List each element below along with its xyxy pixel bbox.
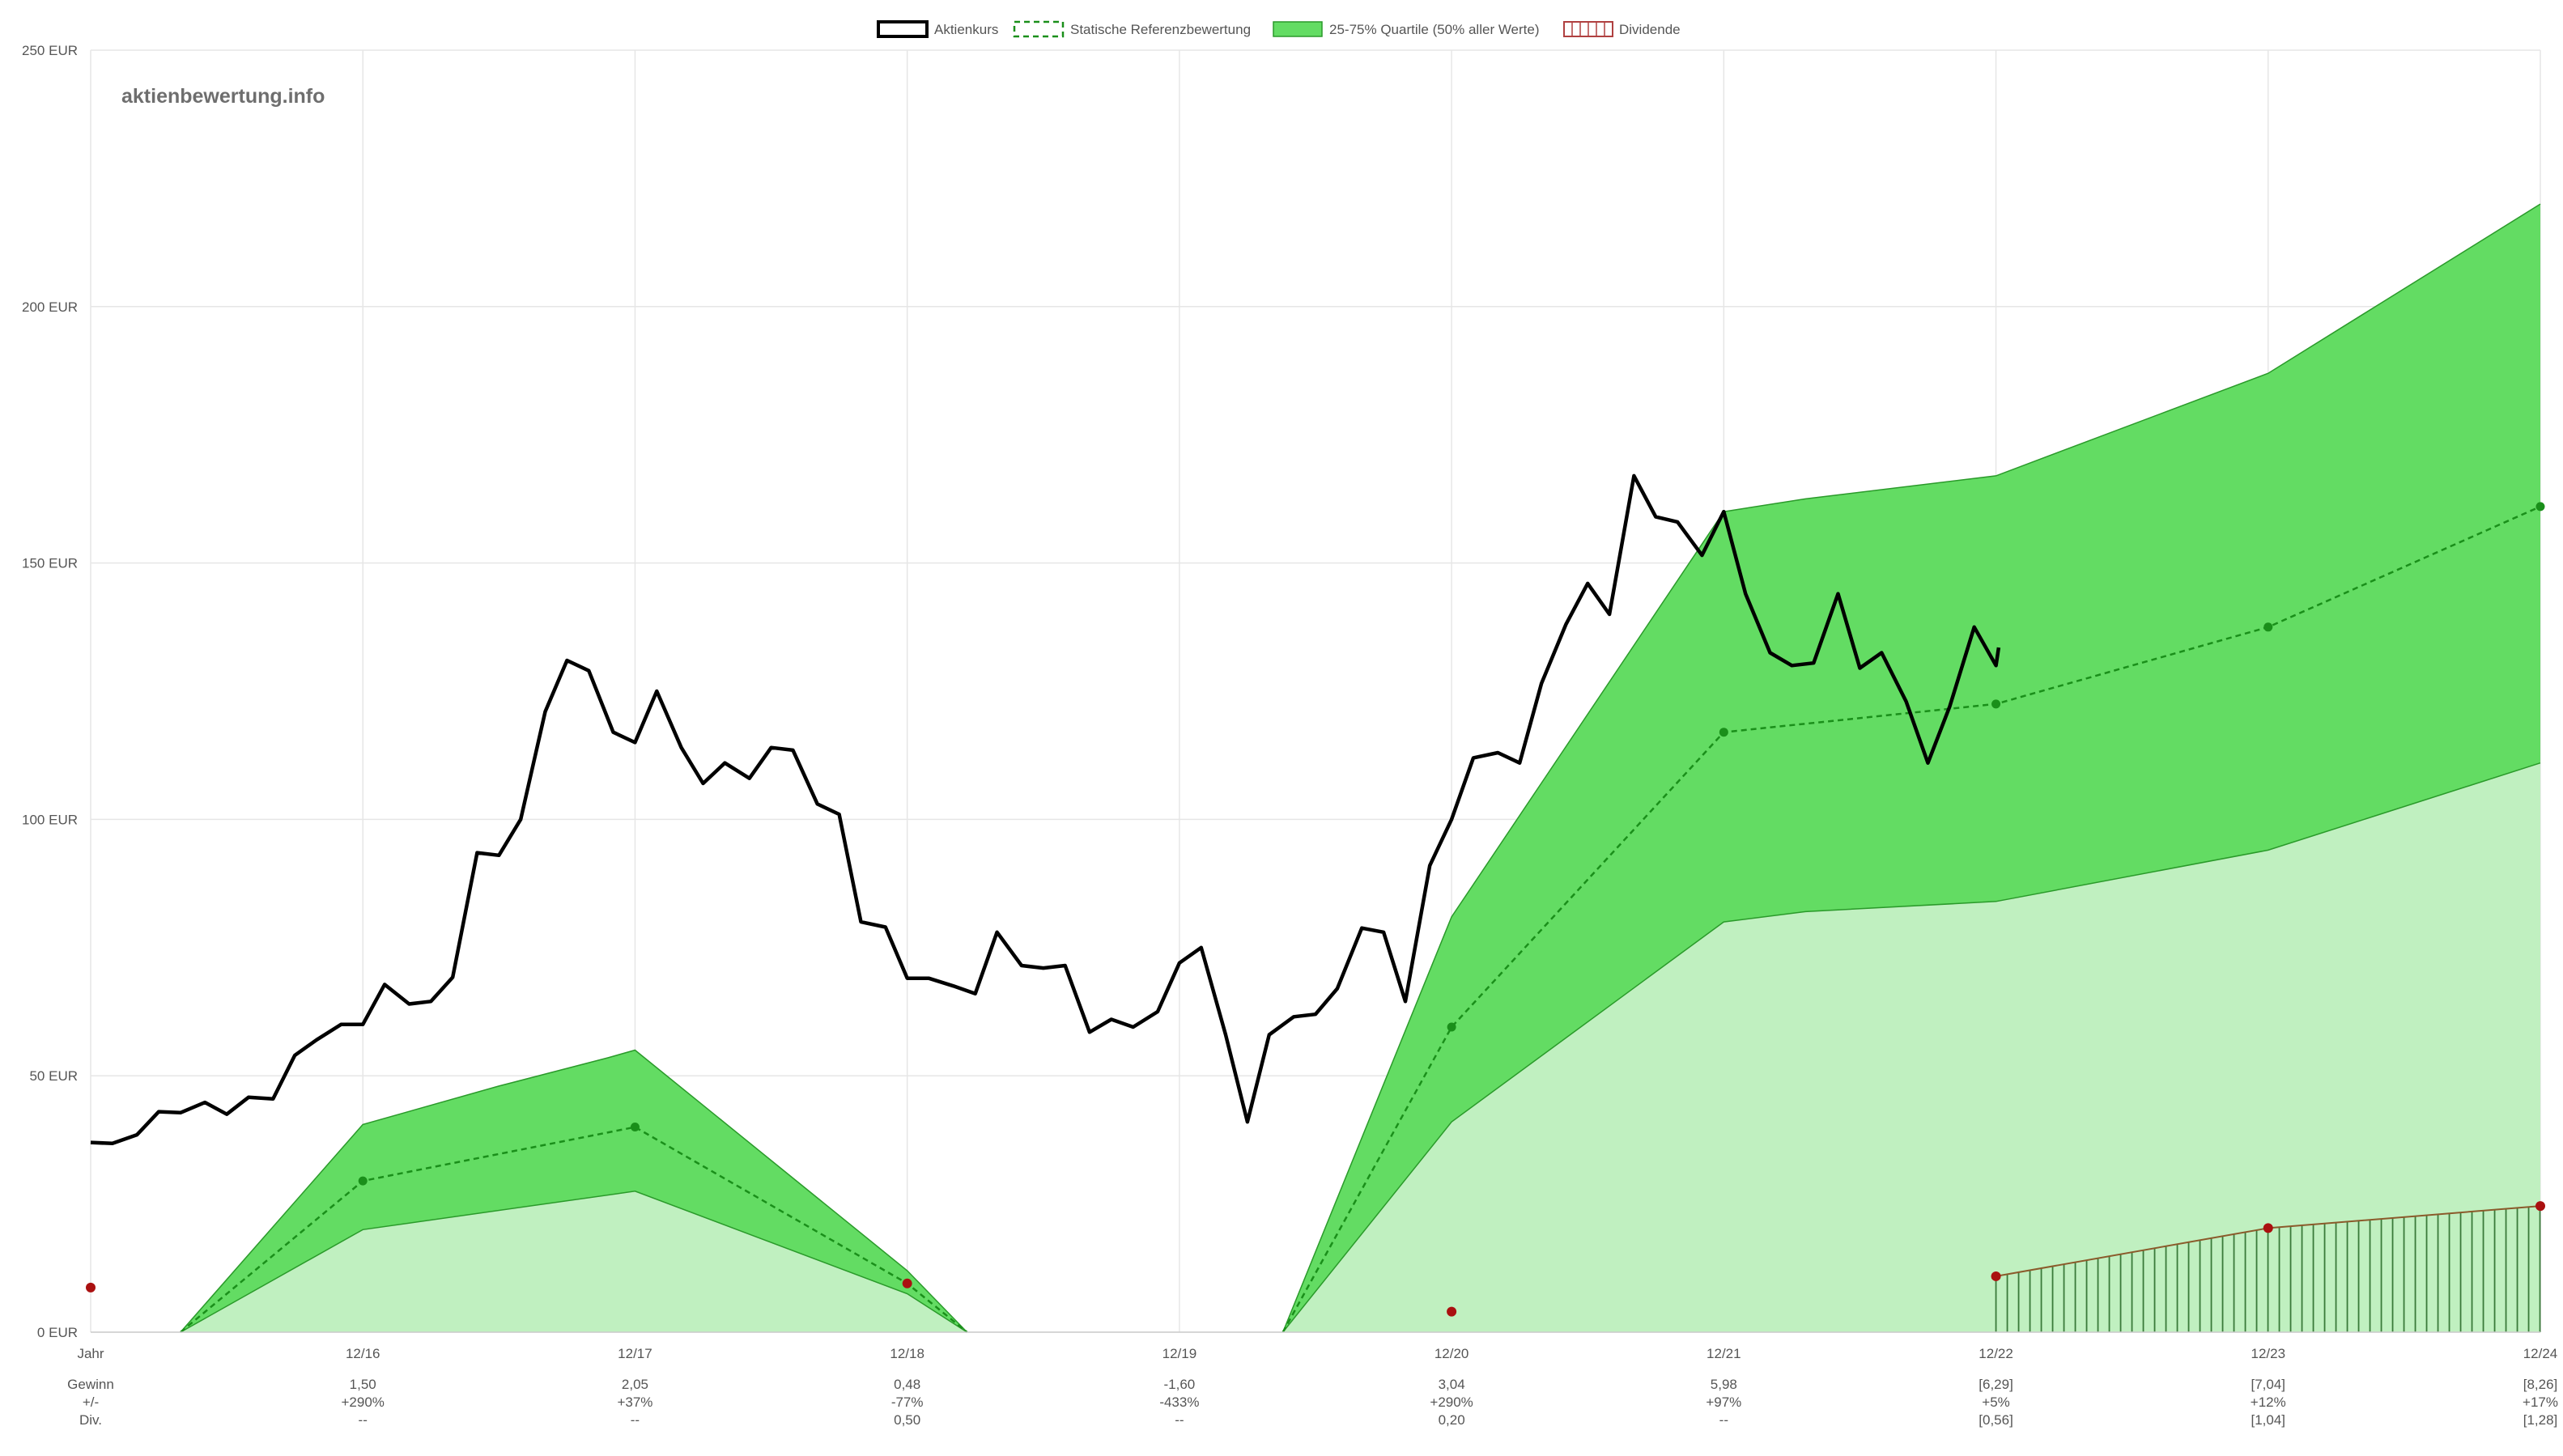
x-tick-label: 12/22 (1979, 1346, 2013, 1361)
dividend-series (86, 1201, 2545, 1317)
y-tick-label: 200 EUR (22, 299, 78, 315)
table-cell: -1,60 (1164, 1377, 1196, 1392)
table-cell: -- (1175, 1412, 1184, 1428)
lower-quartile-area (1282, 762, 2540, 1332)
earnings-table: Gewinn +/- Div. 1,50 +290% -- 2,05 +37% -- 0,48 -7… (67, 1377, 2558, 1428)
x-tick-label: 12/24 (2523, 1346, 2558, 1361)
y-tick-label: 50 EUR (29, 1068, 78, 1084)
table-cell: +97% (1706, 1394, 1741, 1410)
legend-label: Statische Referenzbewertung (1070, 22, 1251, 37)
price-line (90, 473, 2001, 1146)
table-cell: [7,04] (2251, 1377, 2286, 1392)
x-tick-label: 12/23 (2251, 1346, 2286, 1361)
reference-point (1447, 1022, 1456, 1032)
dividend-point (2535, 1201, 2545, 1212)
legend-swatch-quartile (1273, 21, 1323, 37)
table-cell: 0,48 (894, 1377, 920, 1392)
y-tick-label: 100 EUR (22, 812, 78, 827)
reference-point (2535, 502, 2545, 512)
x-tick-label: 12/18 (890, 1346, 924, 1361)
table-cell: [8,26] (2523, 1377, 2558, 1392)
legend-swatch-price (877, 20, 929, 38)
reference-line (1282, 505, 2541, 1333)
table-cell: +17% (2523, 1394, 2558, 1410)
table-cell: +290% (342, 1394, 385, 1410)
legend-label: Aktienkurs (934, 22, 998, 37)
reference-point (630, 1123, 640, 1132)
table-cell: +12% (2251, 1394, 2286, 1410)
table-cell: 3,04 (1439, 1377, 1465, 1392)
lower-quartile-line (180, 1191, 968, 1333)
x-tick-label: 12/21 (1707, 1346, 1741, 1361)
table-cell: -433% (1159, 1394, 1199, 1410)
table-cell: [1,04] (2251, 1412, 2286, 1428)
table-cell: -- (631, 1412, 640, 1428)
lower-quartile-line (1282, 762, 2541, 1333)
table-cell: +290% (1430, 1394, 1473, 1410)
legend-item[interactable]: Aktienkurs (877, 20, 998, 38)
reference-point (1991, 699, 2001, 709)
lower-quartile-area (181, 1191, 967, 1332)
legend-item[interactable]: Dividende (1563, 21, 1681, 37)
reference-point (1719, 728, 1728, 737)
x-tick-label: Jahr (77, 1346, 104, 1361)
table-cell: 2,05 (622, 1377, 648, 1392)
reference-point (2263, 622, 2273, 632)
x-tick-label: 12/17 (618, 1346, 652, 1361)
upper-quartile-line (1282, 203, 2541, 1333)
watermark-text: aktienbewertung.info (121, 85, 325, 108)
table-cell: 0,50 (894, 1412, 920, 1428)
table-cell: [1,28] (2523, 1412, 2558, 1428)
table-cell: 5,98 (1711, 1377, 1737, 1392)
table-cell: +5% (1982, 1394, 2010, 1410)
quartile-bands (180, 203, 2541, 1333)
legend-item[interactable]: 25-75% Quartile (50% aller Werte) (1273, 21, 1540, 37)
table-cell: +37% (617, 1394, 652, 1410)
upper-quartile-area (1282, 204, 2540, 1333)
axes: 0 EUR 50 EUR 100 EUR 150 EUR 200 EUR 250 EUR J… (22, 43, 2557, 1361)
table-row-label: +/- (83, 1394, 99, 1410)
legend-item[interactable]: Statische Referenzbewertung (1013, 20, 1251, 38)
dividend-point (86, 1282, 96, 1293)
x-tick-label: 12/16 (346, 1346, 380, 1361)
legend-label: 25-75% Quartile (50% aller Werte) (1329, 22, 1540, 37)
reference-point (358, 1176, 368, 1186)
legend-label: Dividende (1619, 22, 1681, 37)
y-tick-label: 250 EUR (22, 43, 78, 58)
table-cell: [0,56] (1979, 1412, 2013, 1428)
table-cell: [6,29] (1979, 1377, 2013, 1392)
dividend-hatch (1995, 1206, 2541, 1332)
x-tick-label: 12/20 (1435, 1346, 1469, 1361)
dividend-point (2263, 1223, 2273, 1233)
reference-line (180, 1126, 968, 1333)
table-cell: -- (359, 1412, 368, 1428)
legend-swatch-reference (1013, 20, 1065, 38)
table-cell: -77% (891, 1394, 924, 1410)
y-tick-label: 150 EUR (22, 556, 78, 571)
table-cell: 0,20 (1439, 1412, 1465, 1428)
price-series (90, 473, 2001, 1146)
dividend-point (1447, 1306, 1457, 1317)
upper-quartile-line (180, 1049, 968, 1333)
table-row-label: Gewinn (67, 1377, 114, 1392)
table-row-label: Div. (79, 1412, 102, 1428)
table-cell: -- (1719, 1412, 1728, 1428)
dividend-point (902, 1278, 912, 1288)
table-cell: 1,50 (350, 1377, 376, 1392)
x-tick-label: 12/19 (1162, 1346, 1197, 1361)
legend[interactable]: Aktienkurs Statische Referenzbewertung 25-… (877, 20, 1681, 38)
dividend-point (1991, 1271, 2001, 1281)
y-tick-label: 0 EUR (37, 1325, 78, 1340)
